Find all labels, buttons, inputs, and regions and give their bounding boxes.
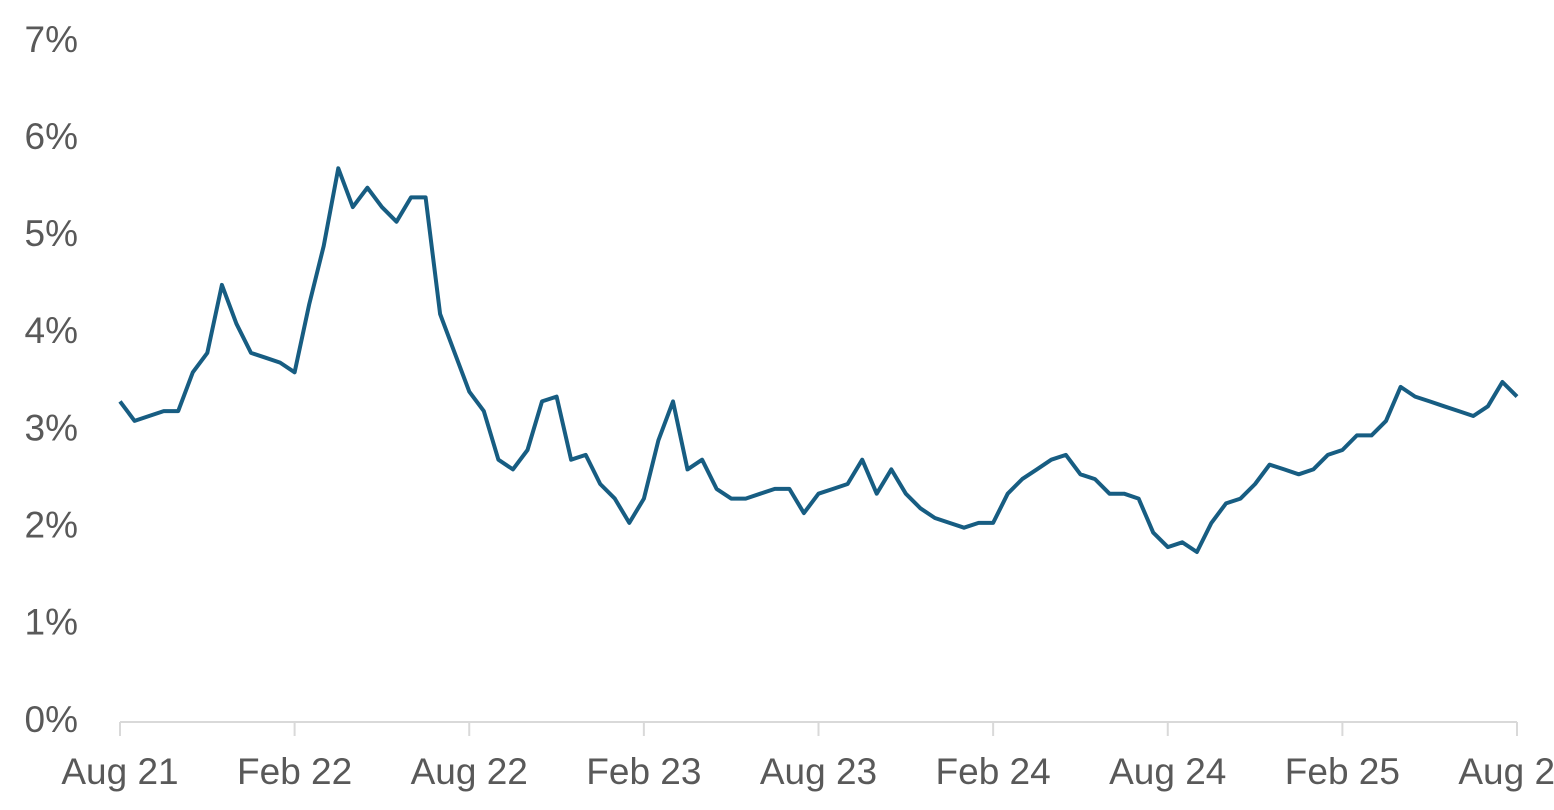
y-tick-label: 4% (25, 310, 78, 351)
y-tick-label: 1% (25, 602, 78, 643)
y-tick-label: 2% (25, 504, 78, 545)
y-tick-label: 0% (25, 699, 78, 740)
x-tick-label: Feb 24 (936, 751, 1051, 792)
x-tick-label: Aug 24 (1109, 751, 1226, 792)
x-tick-label: Feb 25 (1285, 751, 1400, 792)
y-tick-label: 3% (25, 407, 78, 448)
x-tick-label: Aug 22 (411, 751, 528, 792)
y-tick-label: 7% (25, 19, 78, 60)
data-line (118, 166, 1519, 554)
x-tick-label: Aug 21 (61, 751, 178, 792)
x-tick-label: Feb 23 (586, 751, 701, 792)
x-tick-label: Feb 22 (237, 751, 352, 792)
x-tick-label: Aug 23 (760, 751, 877, 792)
x-tick-label: Aug 25 (1458, 751, 1554, 792)
y-tick-label: 6% (25, 116, 78, 157)
y-tick-label: 5% (25, 213, 78, 254)
